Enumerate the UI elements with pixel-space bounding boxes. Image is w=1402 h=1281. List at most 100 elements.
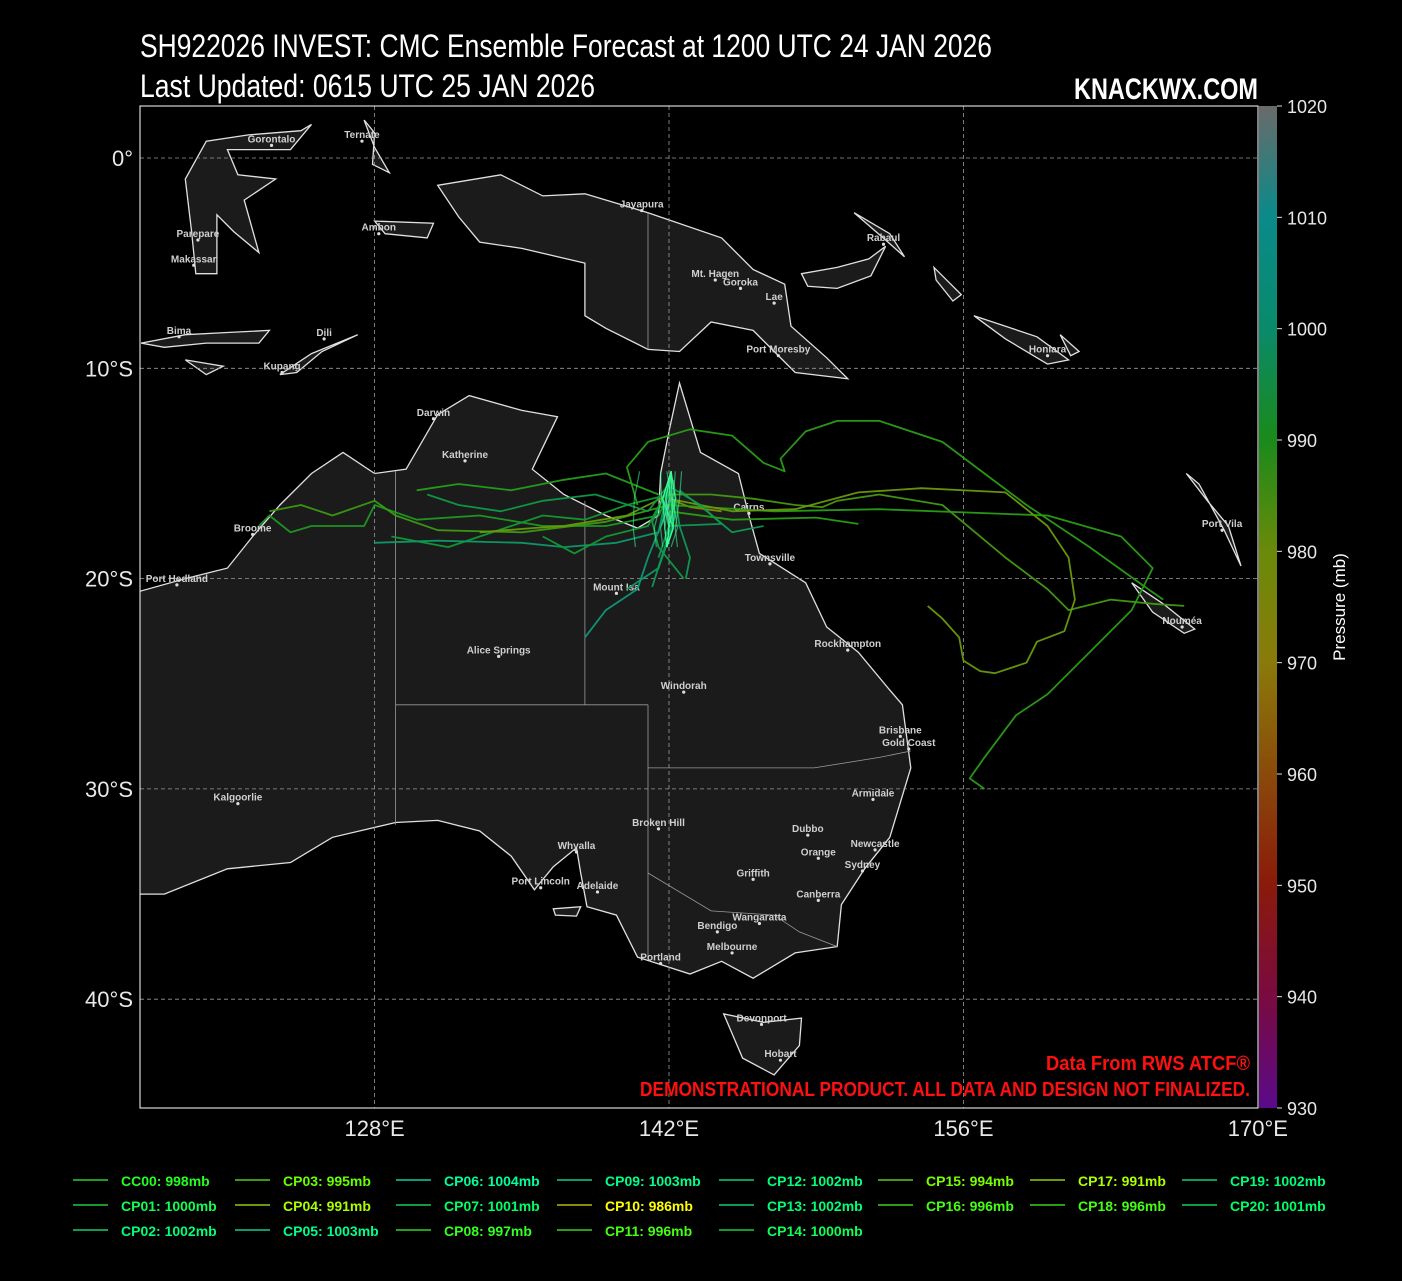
colorbar-tick-label: 940 (1287, 988, 1317, 1008)
city-marker (431, 417, 436, 421)
colorbar-tick-label: 980 (1287, 542, 1317, 562)
city-label: Wangaratta (732, 912, 787, 923)
legend-label: CP12: 1002mb (767, 1173, 863, 1189)
landmass-new-guinea (436, 174, 850, 380)
track-cp14 (542, 494, 666, 555)
colorbar-label: Pressure (mb) (1330, 553, 1349, 661)
city-label: Adelaide (577, 881, 619, 892)
state-borders (395, 212, 911, 958)
city-label: Port Moresby (746, 345, 810, 356)
lon-tick-label: 156°E (933, 1116, 993, 1141)
landmass-bougainville (933, 265, 963, 302)
city-label: Kalgoorlie (213, 793, 262, 804)
track-cp15 (669, 493, 1185, 611)
lat-tick-label: 0° (112, 146, 133, 171)
city-label: Cairns (733, 502, 765, 513)
track-cp16 (668, 504, 1154, 790)
city-marker (175, 583, 179, 587)
legend-item: CP18: 996mb (1030, 1198, 1166, 1214)
city-label: Lae (766, 292, 784, 303)
chart-title: SH922026 INVEST: CMC Ensemble Forecast a… (140, 28, 992, 64)
city-marker (236, 802, 240, 806)
landmass-seram (373, 220, 435, 239)
lat-tick-label: 30°S (85, 777, 133, 802)
legend-item: CP07: 1001mb (396, 1198, 540, 1214)
legend-label: CP05: 1003mb (283, 1223, 379, 1239)
lat-tick-label: 20°S (85, 567, 133, 592)
landmass-vanuatu (1185, 472, 1242, 567)
city-marker (377, 232, 381, 236)
city-label: Hobart (764, 1049, 797, 1060)
legend-item: CP03: 995mb (235, 1173, 371, 1189)
city-marker (860, 869, 865, 873)
genesis-track-segment (674, 471, 683, 548)
city-label: Gorontalo (248, 134, 296, 145)
legend-item: CP02: 1002mb (73, 1223, 217, 1239)
city-label: Port Vila (1202, 519, 1243, 530)
legend-item: CP06: 1004mb (396, 1173, 540, 1189)
landmass-sulawesi (184, 123, 312, 275)
city-marker (196, 238, 200, 242)
city-marker (614, 591, 619, 595)
city-marker (757, 921, 762, 926)
axis-ticks: 128°E 142°E 156°E 170°E 0° 10°S 20°S 30°S 40°S (85, 146, 1288, 1141)
city-label: Mt. Hagen (691, 269, 739, 280)
landmass-flores-sumbawa (140, 329, 271, 348)
landmass-timor (279, 334, 359, 376)
map-frame (139, 105, 1259, 1109)
pressure-colorbar: 930 940 950 960 970 980 990 1000 1010 1020 Pressur… (1259, 97, 1349, 1119)
member-legend: CC00: 998mb CP01: 1000mb CP02: 1002mb CP03:… (73, 1173, 1326, 1239)
city-label: Armidale (852, 788, 895, 799)
landmass-solomons (973, 315, 1071, 365)
city-label: Port Lincoln (512, 877, 570, 888)
track-cp11 (626, 419, 1164, 601)
legend-item: CP01: 1000mb (73, 1198, 217, 1214)
legend-item: CP09: 1003mb (557, 1173, 701, 1189)
city-label: Bima (167, 326, 192, 337)
brand-logo: KNACKWX.COM (1074, 73, 1258, 106)
city-marker (776, 354, 780, 358)
city-label: Makassar (171, 254, 217, 265)
legend-label: CP16: 996mb (926, 1198, 1014, 1214)
legend-item: CP13: 1002mb (719, 1198, 863, 1214)
city-label: Melbourne (707, 942, 758, 953)
city-marker (192, 263, 196, 267)
colorbar-tick-label: 1000 (1287, 320, 1327, 340)
city-label: Rabaul (867, 233, 901, 244)
landmass-tasmania (722, 1013, 803, 1076)
legend-item: CP10: 986mb (557, 1198, 693, 1214)
city-label: Darwin (417, 408, 450, 419)
legend-label: CP07: 1001mb (444, 1198, 540, 1214)
disclaimer-note: DEMONSTRATIONAL PRODUCT. ALL DATA AND DE… (640, 1079, 1250, 1101)
track-cp08 (416, 472, 659, 496)
city-label: Alice Springs (467, 645, 531, 656)
landmass-new-ireland (853, 212, 906, 258)
city-marker (816, 856, 820, 860)
track-cp18 (668, 510, 859, 525)
city-label: Portland (640, 952, 681, 963)
landmass-australia (140, 380, 912, 979)
legend-item: CP16: 996mb (878, 1198, 1014, 1214)
city-label: Honiara (1029, 345, 1067, 356)
track-cp07 (426, 483, 670, 513)
city-marker (280, 370, 284, 375)
legend-label: CP03: 995mb (283, 1173, 371, 1189)
city-label: Katherine (442, 450, 489, 461)
legend-item: CC00: 998mb (73, 1173, 210, 1189)
lon-tick-label: 142°E (639, 1116, 699, 1141)
city-label: Orange (801, 847, 836, 858)
city-label: Ternate (344, 130, 380, 141)
city-label: Brisbane (879, 725, 922, 736)
legend-label: CP06: 1004mb (444, 1173, 540, 1189)
city-marker (871, 797, 875, 802)
city-marker (658, 961, 663, 966)
track-cp12 (672, 479, 691, 579)
track-cp03 (269, 499, 670, 534)
landmass-halmahera (363, 119, 391, 175)
city-label: Whyalla (558, 841, 596, 852)
legend-label: CP18: 996mb (1078, 1198, 1166, 1214)
city-marker (907, 747, 911, 751)
lon-tick-label: 170°E (1228, 1116, 1288, 1141)
city-marker (881, 242, 886, 246)
